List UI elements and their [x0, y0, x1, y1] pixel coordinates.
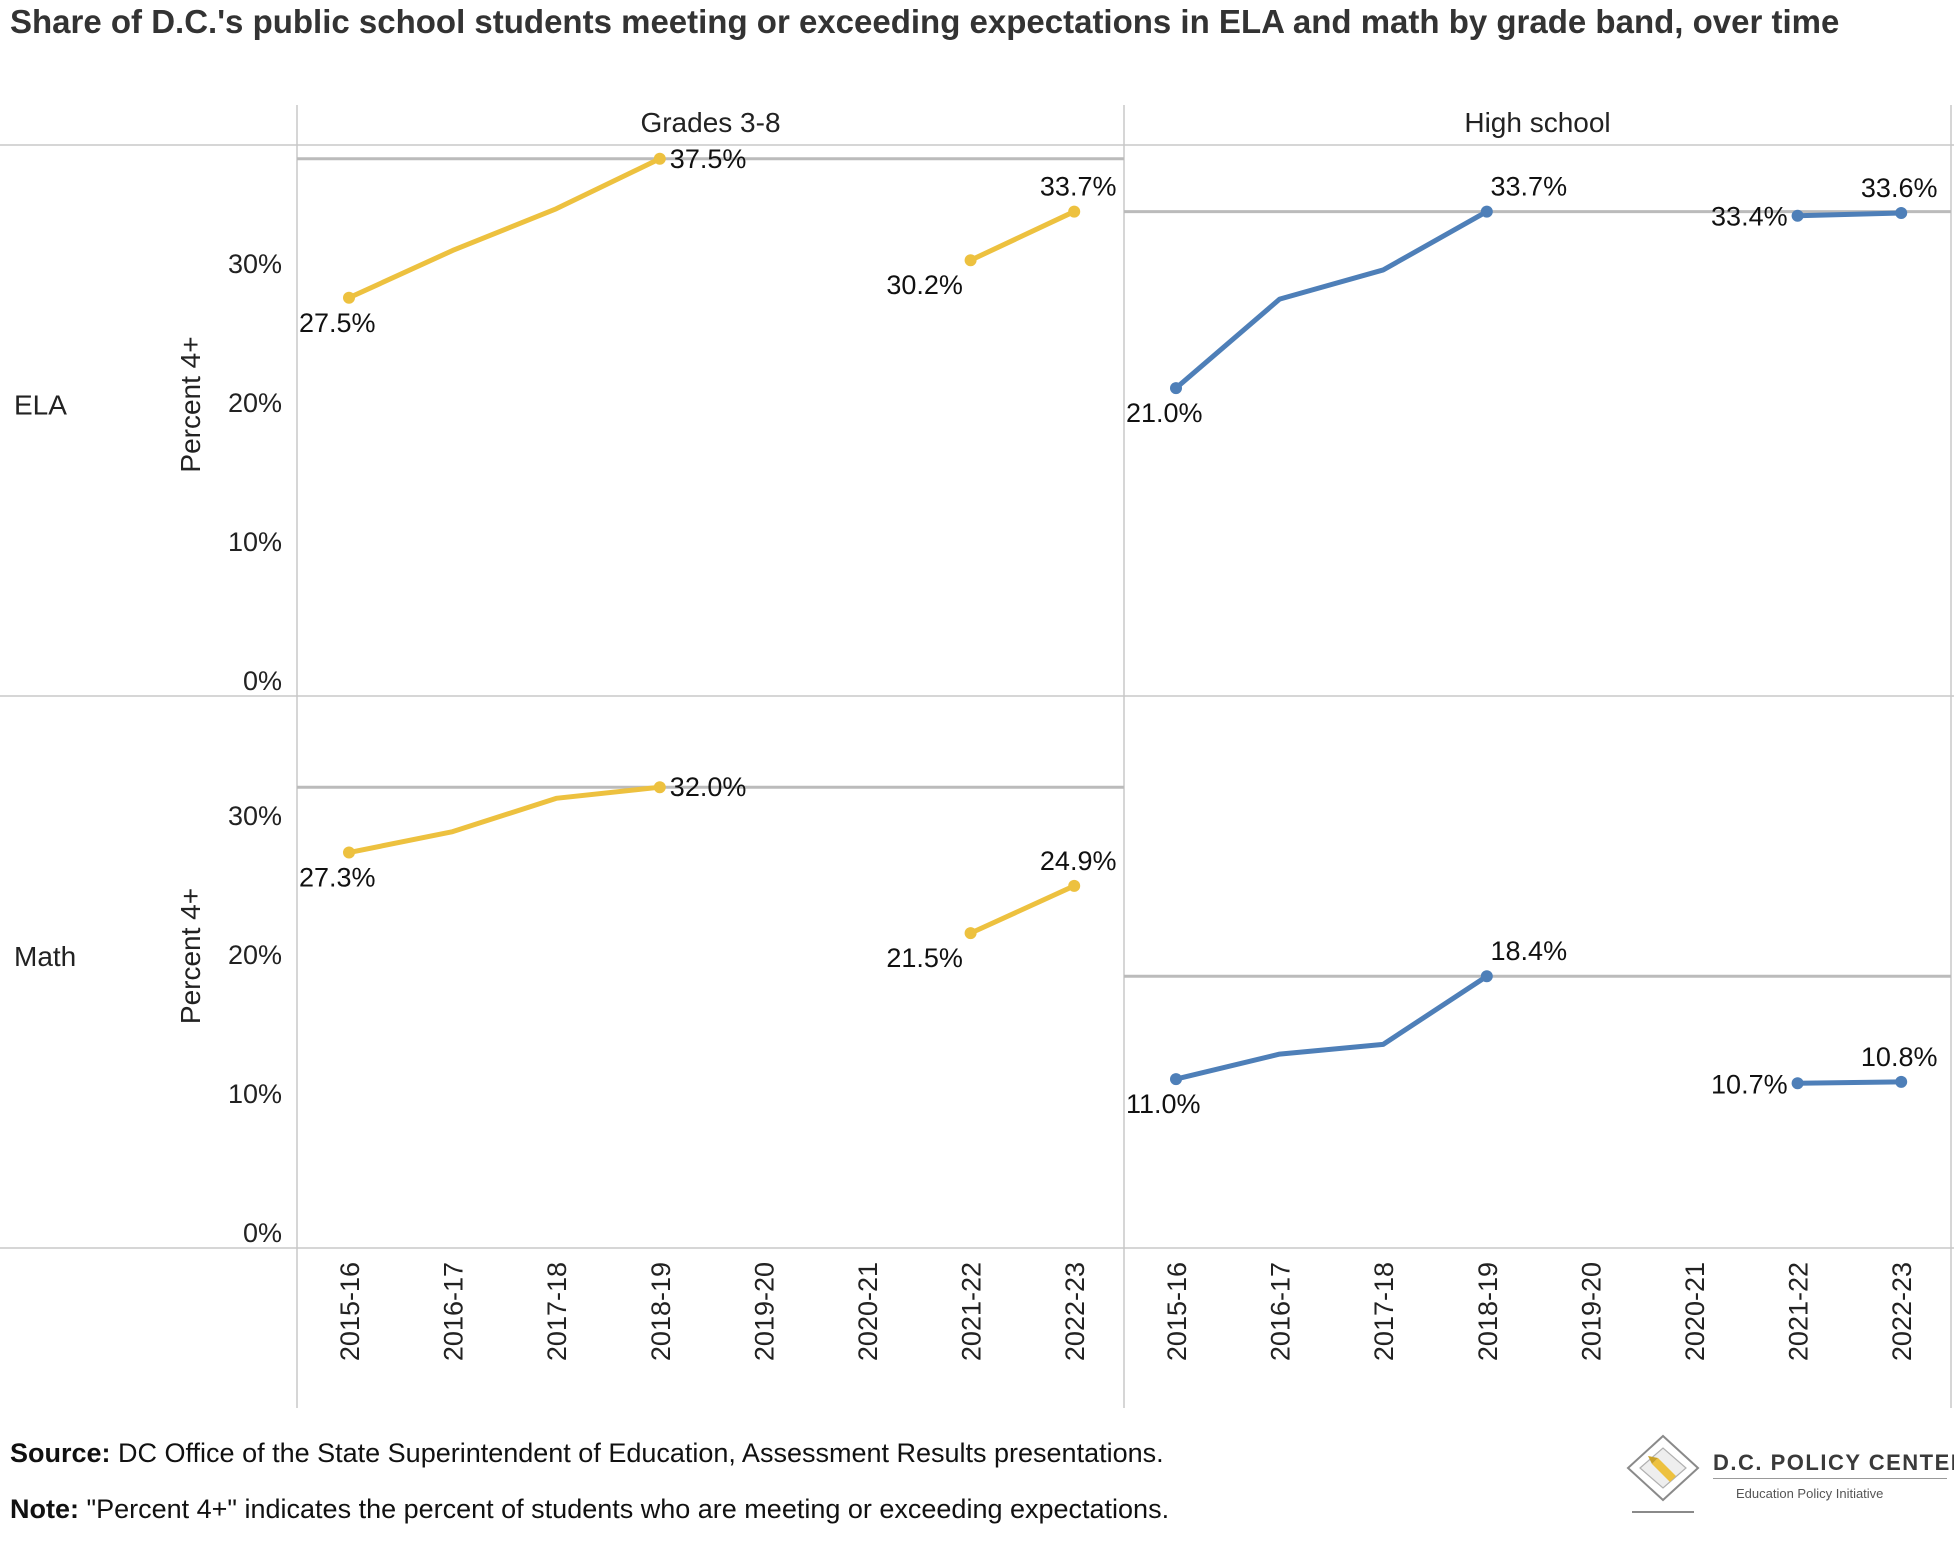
x-tick-label: 2018-19 — [646, 1262, 676, 1361]
x-tick-label: 2019-20 — [749, 1262, 779, 1361]
data-label: 33.4% — [1711, 202, 1788, 232]
data-label: 21.0% — [1126, 398, 1203, 428]
dc-map-pencil-icon — [1626, 1434, 1700, 1513]
data-point — [1170, 382, 1182, 395]
x-tick-label: 2019-20 — [1576, 1262, 1606, 1361]
logo-divider — [1713, 1478, 1947, 1479]
column-headers: Grades 3-8 High school — [640, 107, 1610, 138]
column-header: High school — [1464, 107, 1610, 138]
logo-name: D.C. POLICY CENTER — [1713, 1450, 1954, 1475]
data-point — [1791, 209, 1804, 222]
x-tick-label: 2021-22 — [1784, 1262, 1814, 1361]
data-point — [1895, 1075, 1908, 1088]
x-tick-label: 2020-21 — [853, 1262, 883, 1361]
data-point — [1068, 205, 1081, 218]
series-line — [1173, 209, 1490, 391]
series-line — [346, 784, 663, 856]
data-label: 10.7% — [1711, 1069, 1788, 1099]
x-tick-label: 2015-16 — [335, 1262, 365, 1361]
logo-subtitle: Education Policy Initiative — [1736, 1486, 1884, 1501]
x-tick-label: 2021-22 — [957, 1262, 987, 1361]
y-axis-title: Percent 4+ — [175, 336, 206, 472]
dc-policy-center-logo: D.C. POLICY CENTER Education Policy Init… — [1618, 1428, 1954, 1528]
chart-frame — [0, 105, 1954, 1408]
data-point — [653, 781, 666, 794]
x-tick-label: 2022-23 — [1887, 1262, 1917, 1361]
y-tick-label: 30% — [228, 801, 282, 831]
data-label: 10.8% — [1861, 1042, 1938, 1072]
data-label: 32.0% — [670, 772, 747, 802]
data-label: 11.0% — [1126, 1089, 1201, 1119]
series-line — [1795, 1079, 1904, 1086]
y-axes: Percent 4+ 0% 10% 20% 30% Percent 4+ 0% 10% 20% 3… — [175, 249, 282, 1248]
reference-lines — [297, 157, 1951, 978]
data-label: 30.2% — [886, 270, 963, 300]
data-label: 27.5% — [299, 308, 376, 338]
y-tick-label: 20% — [228, 940, 282, 970]
data-label: 33.7% — [1491, 172, 1568, 202]
x-axes: 2015-16 2016-17 2017-18 2018-19 2019-20 2020-… — [335, 1262, 1917, 1361]
y-axis-title: Percent 4+ — [175, 888, 206, 1024]
data-point — [1170, 1073, 1182, 1086]
data-label: 27.3% — [299, 863, 376, 893]
x-tick-label: 2017-18 — [1369, 1262, 1399, 1361]
data-label: 24.9% — [1040, 846, 1117, 876]
x-tick-label: 2022-23 — [1060, 1262, 1090, 1361]
data-point — [343, 846, 355, 859]
y-tick-label: 30% — [228, 249, 282, 279]
note-label: Note: — [10, 1494, 79, 1524]
data-point — [1480, 970, 1493, 983]
y-tick-label: 20% — [228, 388, 282, 418]
source-label: Source: — [10, 1438, 111, 1468]
chart-title: Share of D.C.'s public school students m… — [10, 3, 1840, 40]
data-point — [1068, 879, 1081, 892]
data-label: 33.7% — [1040, 172, 1117, 202]
series-line — [1795, 210, 1904, 219]
x-tick-label: 2017-18 — [542, 1262, 572, 1361]
definition-note: Note: "Percent 4+" indicates the percent… — [10, 1494, 1169, 1525]
small-multiples-line-chart: Grades 3-8 High school ELA Math Percent 4+… — [0, 105, 1954, 1408]
data-point — [653, 152, 666, 165]
note-text: "Percent 4+" indicates the percent of st… — [79, 1494, 1170, 1524]
data-point — [343, 291, 355, 304]
data-label: 18.4% — [1491, 936, 1568, 966]
series-line — [346, 156, 663, 301]
x-tick-label: 2016-17 — [439, 1262, 469, 1361]
x-tick-label: 2018-19 — [1473, 1262, 1503, 1361]
x-tick-label: 2015-16 — [1162, 1262, 1192, 1361]
row-label: Math — [14, 941, 76, 972]
data-point — [964, 927, 977, 940]
series-lines — [343, 152, 1908, 1090]
data-label: 21.5% — [886, 943, 963, 973]
y-tick-label: 0% — [243, 666, 282, 696]
source-text: DC Office of the State Superintendent of… — [110, 1438, 1164, 1468]
series-line — [1173, 973, 1490, 1082]
x-tick-label: 2016-17 — [1266, 1262, 1296, 1361]
column-header: Grades 3-8 — [640, 107, 780, 138]
y-tick-label: 0% — [243, 1218, 282, 1248]
data-point — [1895, 206, 1908, 219]
source-note: Source: DC Office of the State Superinte… — [10, 1438, 1164, 1469]
x-tick-label: 2020-21 — [1680, 1262, 1710, 1361]
data-point — [964, 254, 977, 267]
row-labels: ELA Math — [14, 390, 76, 973]
data-label: 33.6% — [1861, 173, 1938, 203]
data-point — [1480, 205, 1493, 218]
data-label: 37.5% — [670, 144, 747, 174]
y-tick-label: 10% — [228, 1079, 282, 1109]
series-line — [968, 209, 1077, 263]
row-label: ELA — [14, 390, 67, 421]
series-line — [968, 883, 1077, 936]
y-tick-label: 10% — [228, 527, 282, 557]
data-point — [1791, 1077, 1804, 1090]
data-labels: 27.5% 37.5% 30.2% 33.7% 21.0% 33.7% 33.4% 33.6%… — [299, 144, 1937, 1119]
